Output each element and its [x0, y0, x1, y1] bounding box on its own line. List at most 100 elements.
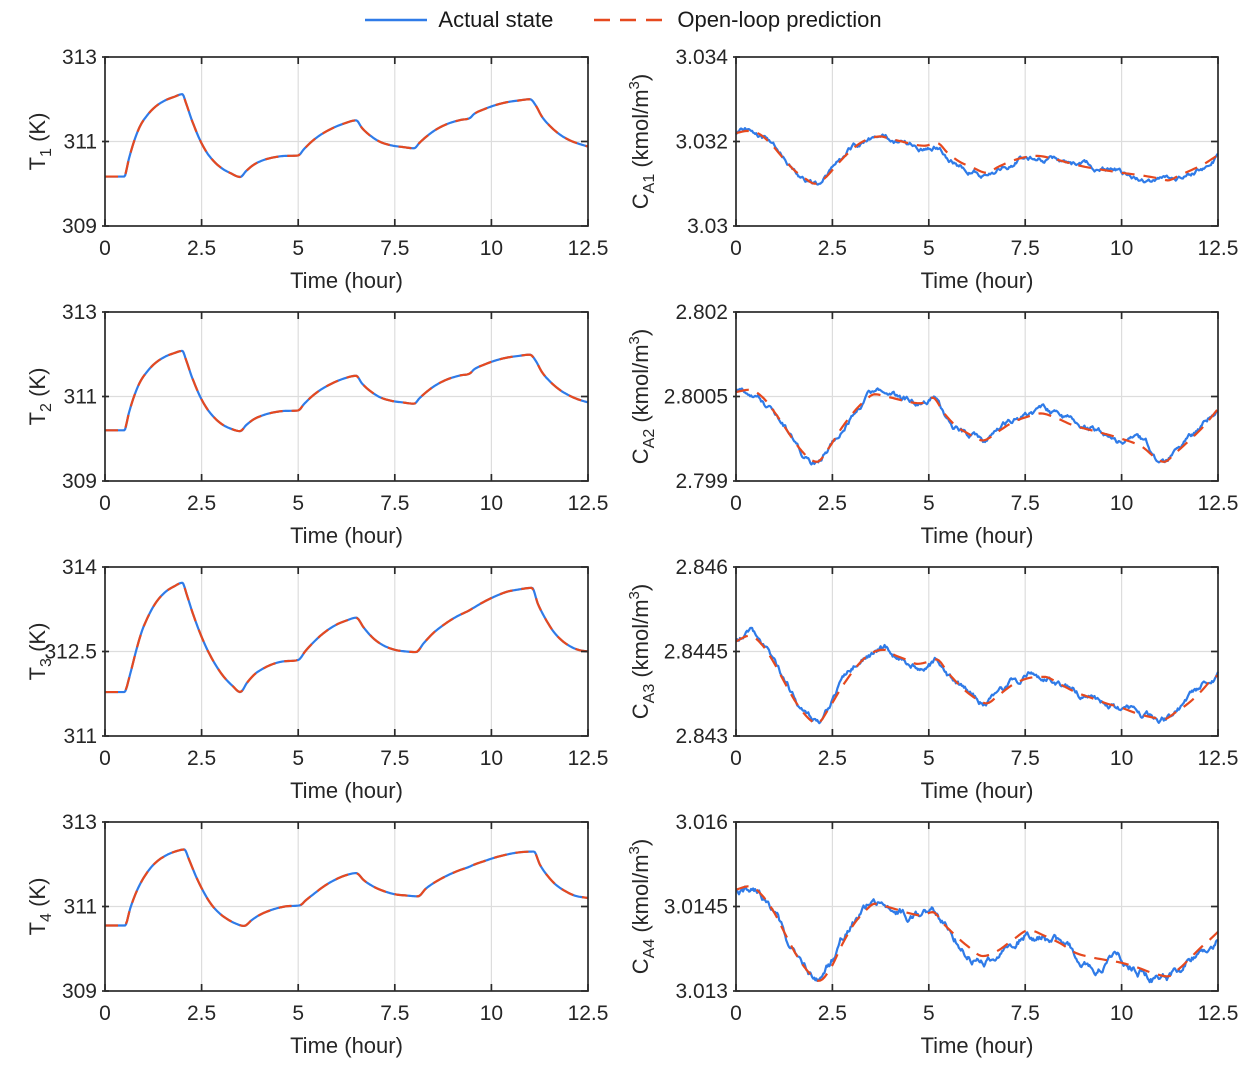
- x-tick-label: 5: [923, 492, 935, 515]
- x-tick-label: 12.5: [1198, 237, 1239, 260]
- y-tick-label: 3.034: [675, 46, 728, 69]
- x-tick-label: 5: [292, 747, 304, 770]
- subplot-ca3-canvas: 0 2.5 5 7.5 10 12.5 2.843 2.8445 2.846 Time (hour…: [626, 556, 1238, 803]
- x-tick-label: 0: [730, 492, 742, 515]
- prediction-curve: [735, 388, 1219, 463]
- y-tick-label: 313: [62, 811, 97, 834]
- x-tick-label: 2.5: [187, 1002, 216, 1025]
- prediction-curve: [105, 349, 589, 433]
- prediction-curve: [105, 581, 589, 694]
- axis-label-y: T3 (K): [25, 623, 55, 681]
- subplot-ca2-canvas: 0 2.5 5 7.5 10 12.5 2.799 2.8005 2.802 Time (hour…: [626, 301, 1239, 548]
- y-tick-label: 309: [62, 980, 97, 1003]
- axis-label-y: T1 (K): [25, 113, 55, 171]
- y-tick-label: 3.03: [687, 215, 728, 238]
- y-tick-label: 3.013: [675, 980, 728, 1003]
- actual-curve: [104, 349, 589, 433]
- y-tick-label: 2.846: [675, 556, 728, 579]
- axis-label-x: Time (hour): [290, 778, 403, 803]
- y-tick-label: 311: [64, 131, 97, 154]
- y-tick-label: 2.799: [675, 470, 728, 493]
- actual-curve: [734, 387, 1219, 466]
- y-tick-label: 314: [62, 556, 97, 579]
- x-tick-label: 12.5: [568, 492, 609, 515]
- y-tick-label: 3.032: [675, 131, 728, 154]
- x-tick-label: 7.5: [1011, 747, 1040, 770]
- x-tick-label: 5: [292, 492, 304, 515]
- axis-label-x: Time (hour): [921, 523, 1034, 548]
- y-tick-label: 311: [64, 386, 97, 409]
- x-tick-label: 2.5: [187, 492, 216, 515]
- x-tick-label: 10: [1110, 237, 1133, 260]
- y-tick-label: 2.8445: [664, 641, 728, 664]
- x-tick-label: 5: [923, 237, 935, 260]
- x-tick-label: 2.5: [818, 747, 847, 770]
- x-tick-label: 2.5: [818, 492, 847, 515]
- prediction-curve: [735, 129, 1219, 185]
- x-tick-label: 7.5: [380, 237, 409, 260]
- x-tick-label: 0: [99, 237, 111, 260]
- x-tick-label: 0: [730, 237, 742, 260]
- subplot-t3: 0 2.5 5 7.5 10 12.5 311 312.5 314 Time (hour) T3 (…: [0, 550, 623, 805]
- x-tick-label: 12.5: [1198, 492, 1239, 515]
- prediction-dashed-swatch-icon: [594, 18, 667, 22]
- x-tick-label: 7.5: [380, 492, 409, 515]
- x-tick-label: 2.5: [818, 237, 847, 260]
- x-tick-label: 2.5: [187, 747, 216, 770]
- legend-spacer: [553, 20, 593, 21]
- subplot-t4-canvas: 0 2.5 5 7.5 10 12.5 309 311 313 Time (hour) T4 (K): [25, 811, 608, 1058]
- y-tick-label: 3.016: [675, 811, 728, 834]
- axis-label-y: CA1 (kmol/m3): [626, 74, 658, 209]
- x-tick-label: 7.5: [380, 747, 409, 770]
- subplot-t4: 0 2.5 5 7.5 10 12.5 309 311 313 Time (hour) T4 (K): [0, 805, 623, 1071]
- y-tick-label: 2.802: [675, 301, 728, 324]
- y-tick-label: 2.8005: [664, 386, 728, 409]
- x-tick-label: 2.5: [187, 237, 216, 260]
- subplot-ca2: 0 2.5 5 7.5 10 12.5 2.799 2.8005 2.802 Time (hour…: [623, 295, 1246, 550]
- prediction-curve: [735, 885, 1219, 982]
- y-tick-label: 313: [62, 301, 97, 324]
- axis-label-x: Time (hour): [290, 1033, 403, 1058]
- legend-label-actual: Actual state: [438, 7, 554, 32]
- axis-label-x: Time (hour): [290, 268, 403, 293]
- x-tick-label: 5: [292, 237, 304, 260]
- subplot-t2: 0 2.5 5 7.5 10 12.5 309 311 313 Time (hour) T2 (K): [0, 295, 623, 550]
- axis-label-y: CA3 (kmol/m3): [626, 584, 658, 719]
- x-tick-label: 0: [730, 1002, 742, 1025]
- figure-legend: Actual state Open-loop prediction: [0, 0, 1246, 40]
- prediction-curve: [735, 634, 1219, 725]
- x-tick-label: 10: [1110, 747, 1133, 770]
- x-tick-label: 10: [480, 492, 503, 515]
- y-tick-label: 309: [62, 470, 97, 493]
- x-tick-label: 2.5: [818, 1002, 847, 1025]
- axis-label-x: Time (hour): [921, 778, 1034, 803]
- axis-label-y: T4 (K): [25, 878, 55, 936]
- x-tick-label: 10: [480, 1002, 503, 1025]
- subplot-t1: 0 2.5 5 7.5 10 12.5 309 311 313 Time (hour) T1 (K): [0, 40, 623, 295]
- legend-item-prediction: Open-loop prediction: [593, 7, 882, 33]
- y-tick-label: 309: [62, 215, 97, 238]
- x-tick-label: 0: [99, 1002, 111, 1025]
- actual-curve: [104, 848, 589, 928]
- axis-label-x: Time (hour): [921, 1033, 1034, 1058]
- axis-label-y: T2 (K): [25, 368, 55, 426]
- y-tick-label: 3.0145: [664, 896, 728, 919]
- x-tick-label: 10: [480, 747, 503, 770]
- actual-line-swatch-icon: [365, 18, 428, 22]
- prediction-curve: [105, 848, 589, 928]
- x-tick-label: 0: [730, 747, 742, 770]
- axis-label-y: CA4 (kmol/m3): [626, 839, 658, 974]
- actual-curve: [735, 885, 1219, 984]
- y-tick-label: 312.5: [44, 641, 97, 664]
- legend-item-actual: Actual state: [364, 7, 553, 33]
- y-tick-label: 2.843: [675, 725, 728, 748]
- x-tick-label: 0: [99, 492, 111, 515]
- x-tick-label: 12.5: [568, 747, 609, 770]
- x-tick-label: 7.5: [380, 1002, 409, 1025]
- x-tick-label: 0: [99, 747, 111, 770]
- actual-curve: [104, 93, 589, 179]
- x-tick-label: 7.5: [1011, 1002, 1040, 1025]
- legend-label-prediction: Open-loop prediction: [677, 7, 882, 32]
- x-tick-label: 7.5: [1011, 237, 1040, 260]
- axis-label-x: Time (hour): [921, 268, 1034, 293]
